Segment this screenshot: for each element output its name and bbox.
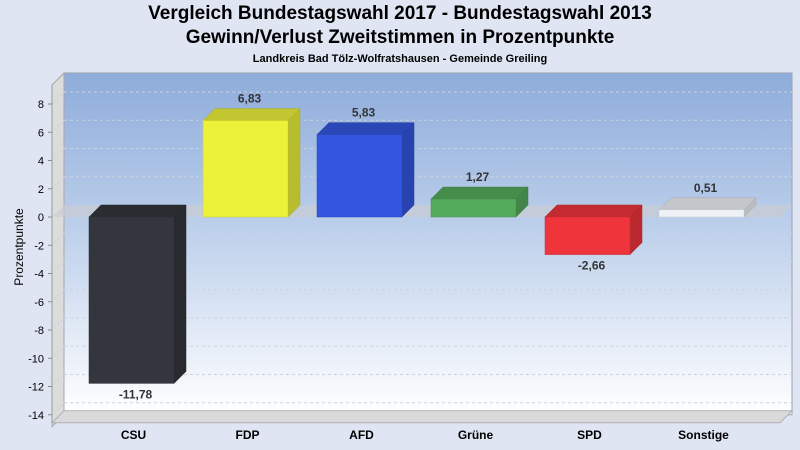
x-axis-labels: CSU FDP AFD Grüne SPD Sonstige bbox=[121, 428, 729, 442]
bars bbox=[88, 107, 757, 384]
x-tick-label: SPD bbox=[577, 428, 602, 442]
y-tick-label: 2 bbox=[38, 184, 44, 196]
x-tick-label: Sonstige bbox=[678, 428, 729, 442]
gridline-side bbox=[51, 176, 65, 190]
data-labels: -11,78 6,83 5,83 1,27 -2,66 0,51 bbox=[119, 92, 718, 402]
data-label: 5,83 bbox=[352, 106, 376, 120]
y-tick-label: -2 bbox=[34, 240, 44, 252]
chart-title: Vergleich Bundestagswahl 2017 - Bundesta… bbox=[148, 3, 652, 24]
y-tick-label: -6 bbox=[34, 297, 44, 309]
bar-csu bbox=[88, 204, 187, 384]
gridline-side bbox=[51, 148, 65, 161]
bar-spd bbox=[544, 204, 643, 256]
gridline-side bbox=[51, 119, 65, 133]
bar-front bbox=[430, 198, 517, 218]
bar-side bbox=[401, 122, 415, 218]
chart-region-subtitle: Landkreis Bad Tölz-Wolfratshausen - Geme… bbox=[252, 53, 548, 65]
bar-top bbox=[430, 186, 529, 200]
bar-front bbox=[202, 120, 289, 218]
bar-front bbox=[658, 209, 745, 218]
y-tick-label: 6 bbox=[38, 127, 44, 139]
y-axis-label: Prozentpunkte bbox=[12, 208, 26, 286]
data-label: 6,83 bbox=[238, 92, 262, 106]
gridline-side bbox=[51, 91, 65, 105]
x-tick-label: CSU bbox=[121, 428, 146, 442]
data-label: -11,78 bbox=[119, 387, 153, 401]
gridline-side bbox=[51, 345, 65, 359]
y-tick-label: 4 bbox=[38, 156, 44, 168]
chart-subtitle: Gewinn/Verlust Zweitstimmen in Prozentpu… bbox=[185, 27, 615, 48]
gridline-side bbox=[51, 317, 65, 331]
y-axis: 8 6 4 2 0 -2 -4 -6 -8 -10 -12 -14 bbox=[28, 85, 53, 423]
bar-front bbox=[544, 216, 631, 255]
bar-top bbox=[316, 122, 415, 135]
plot-floor bbox=[50, 410, 794, 424]
bar-side bbox=[173, 204, 187, 384]
data-label: 0,51 bbox=[694, 181, 718, 195]
y-tick-label: -14 bbox=[28, 410, 44, 422]
y-tick-label: -4 bbox=[34, 269, 44, 281]
gridline-side bbox=[51, 261, 65, 274]
y-tick-label: 8 bbox=[38, 99, 44, 111]
y-tick-label: 0 bbox=[38, 212, 44, 224]
bar-top bbox=[88, 204, 187, 218]
bar-front bbox=[316, 134, 403, 218]
y-tick-label: -12 bbox=[28, 382, 44, 394]
bar-sonstige bbox=[658, 197, 757, 218]
bar-afd bbox=[316, 122, 415, 218]
x-tick-label: FDP bbox=[236, 428, 260, 442]
bar-front bbox=[88, 216, 175, 384]
data-label: 1,27 bbox=[466, 170, 490, 184]
bar-top bbox=[658, 197, 757, 211]
gridline-side bbox=[51, 402, 65, 416]
bar-top bbox=[202, 108, 301, 121]
bar-side bbox=[287, 107, 301, 218]
bar-top bbox=[544, 204, 643, 218]
data-label: -2,66 bbox=[578, 259, 606, 273]
y-tick-label: -10 bbox=[28, 353, 44, 365]
x-tick-label: AFD bbox=[349, 428, 374, 442]
bar-grüne bbox=[430, 186, 529, 218]
y-tick-label: -8 bbox=[34, 325, 44, 337]
x-tick-label: Grüne bbox=[458, 428, 494, 442]
gridline-side bbox=[51, 232, 65, 246]
gridline-side bbox=[51, 374, 65, 387]
bar-fdp bbox=[202, 107, 301, 218]
gridline-side bbox=[51, 289, 65, 303]
